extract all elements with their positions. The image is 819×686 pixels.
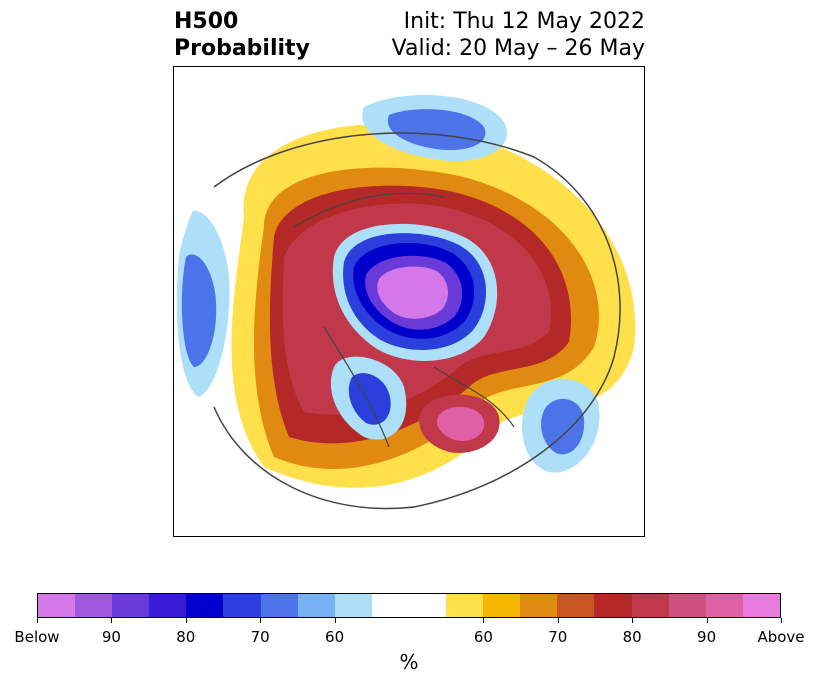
atlantic-low-core [181, 254, 217, 367]
colorbar-tick-label: 60 [473, 628, 493, 646]
colorbar-tick-label: 80 [622, 628, 642, 646]
colorbar-tick-mark [706, 618, 708, 623]
colorbar-tick-mark [111, 618, 113, 623]
colorbar-tick-label: Below [14, 628, 60, 646]
asia-low-core [387, 109, 486, 151]
colorbar-tick-mark [185, 618, 187, 623]
colorbar-cell [557, 594, 595, 617]
colorbar-tick-label: 90 [101, 628, 121, 646]
colorbar-cell [297, 594, 335, 617]
colorbar [37, 593, 781, 618]
colorbar-cell [75, 594, 113, 617]
vortex-core [377, 266, 448, 319]
colorbar-tick-label: 70 [250, 628, 270, 646]
colorbar-cell [186, 594, 224, 617]
colorbar-tick-mark [557, 618, 559, 623]
map-canvas [176, 95, 636, 510]
ridge-ne-na-core [437, 406, 485, 442]
colorbar-cell [260, 594, 298, 617]
coastline-inner [293, 192, 515, 448]
colorbar-cell [112, 594, 150, 617]
colorbar-tick-label: 60 [325, 628, 345, 646]
colorbar-tick-mark [260, 618, 262, 623]
probability-map [173, 66, 645, 537]
title-line-1: H500 [174, 9, 239, 34]
colorbar-cell [705, 594, 743, 617]
colorbar-tick-mark [334, 618, 336, 623]
colorbar-cell [742, 594, 780, 617]
title-line-2: Probability [174, 36, 310, 61]
colorbar-cell [408, 594, 447, 617]
colorbar-cell [149, 594, 187, 617]
colorbar-cell [483, 594, 521, 617]
colorbar-cell [446, 594, 484, 617]
north-pacific-low-core [541, 398, 585, 455]
colorbar-cell [631, 594, 669, 617]
colorbar-cell [371, 594, 409, 617]
colorbar-tick-label: 90 [697, 628, 717, 646]
colorbar-units: % [399, 650, 419, 674]
colorbar-tick-mark [781, 618, 782, 623]
colorbar-cell [520, 594, 558, 617]
colorbar-cell [334, 594, 372, 617]
colorbar-cell [668, 594, 706, 617]
colorbar-cell [594, 594, 632, 617]
chart-title: H500 Probability [174, 8, 310, 62]
colorbar-tick-label: Above [757, 628, 805, 646]
colorbar-tick-mark [483, 618, 485, 623]
coastline [213, 132, 621, 510]
colorbar-tick-label: 70 [548, 628, 568, 646]
colorbar-cell [223, 594, 261, 617]
colorbar-tick-label: 80 [176, 628, 196, 646]
colorbar-tick-mark [632, 618, 634, 623]
valid-range: Valid: 20 May – 26 May [391, 36, 645, 61]
date-info: Init: Thu 12 May 2022 Valid: 20 May – 26… [392, 8, 645, 62]
colorbar-tick-mark [37, 618, 38, 623]
colorbar-cell [38, 594, 76, 617]
init-date: Init: Thu 12 May 2022 [403, 9, 645, 34]
